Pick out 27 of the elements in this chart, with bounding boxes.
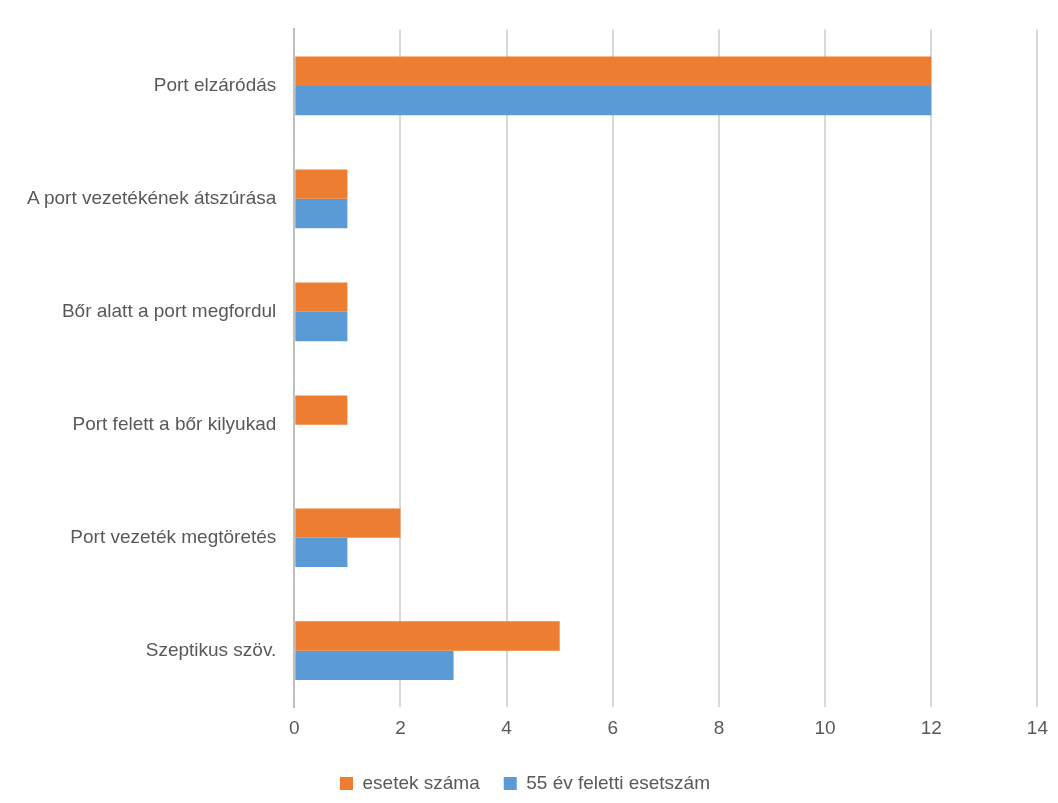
x-tick-label: 2: [395, 716, 406, 738]
x-tick-label: 6: [607, 716, 619, 738]
bar: [295, 311, 348, 342]
bar: [295, 508, 401, 538]
y-tick-label: Szeptikus szöv.: [145, 638, 277, 660]
bar: [295, 395, 348, 425]
bar: [295, 537, 348, 568]
bar: [295, 169, 348, 199]
x-tick-label: 8: [713, 716, 725, 738]
bar: [295, 56, 932, 86]
y-tick-label: Port elzáródás: [153, 74, 277, 96]
x-tick-label: 4: [501, 716, 513, 738]
x-tick-label: 12: [920, 716, 942, 738]
x-tick-label: 0: [289, 716, 300, 738]
y-tick-label: A port vezetékének átszúrása: [27, 187, 277, 209]
bar: [295, 282, 348, 312]
x-tick-label: 14: [1026, 716, 1049, 738]
bar: [295, 198, 348, 229]
y-tick-label: Port vezeték megtöretés: [70, 525, 277, 547]
bar: [295, 650, 454, 681]
legend-label: esetek száma: [362, 771, 481, 793]
legend-label: 55 év feletti esetszám: [526, 771, 710, 793]
bar: [295, 85, 932, 116]
y-tick-label: Bőr alatt a port megfordul: [61, 300, 277, 322]
bar: [295, 621, 560, 651]
x-tick-label: 10: [814, 716, 836, 738]
y-tick-label: Port felett a bőr kilyukad: [72, 413, 277, 435]
